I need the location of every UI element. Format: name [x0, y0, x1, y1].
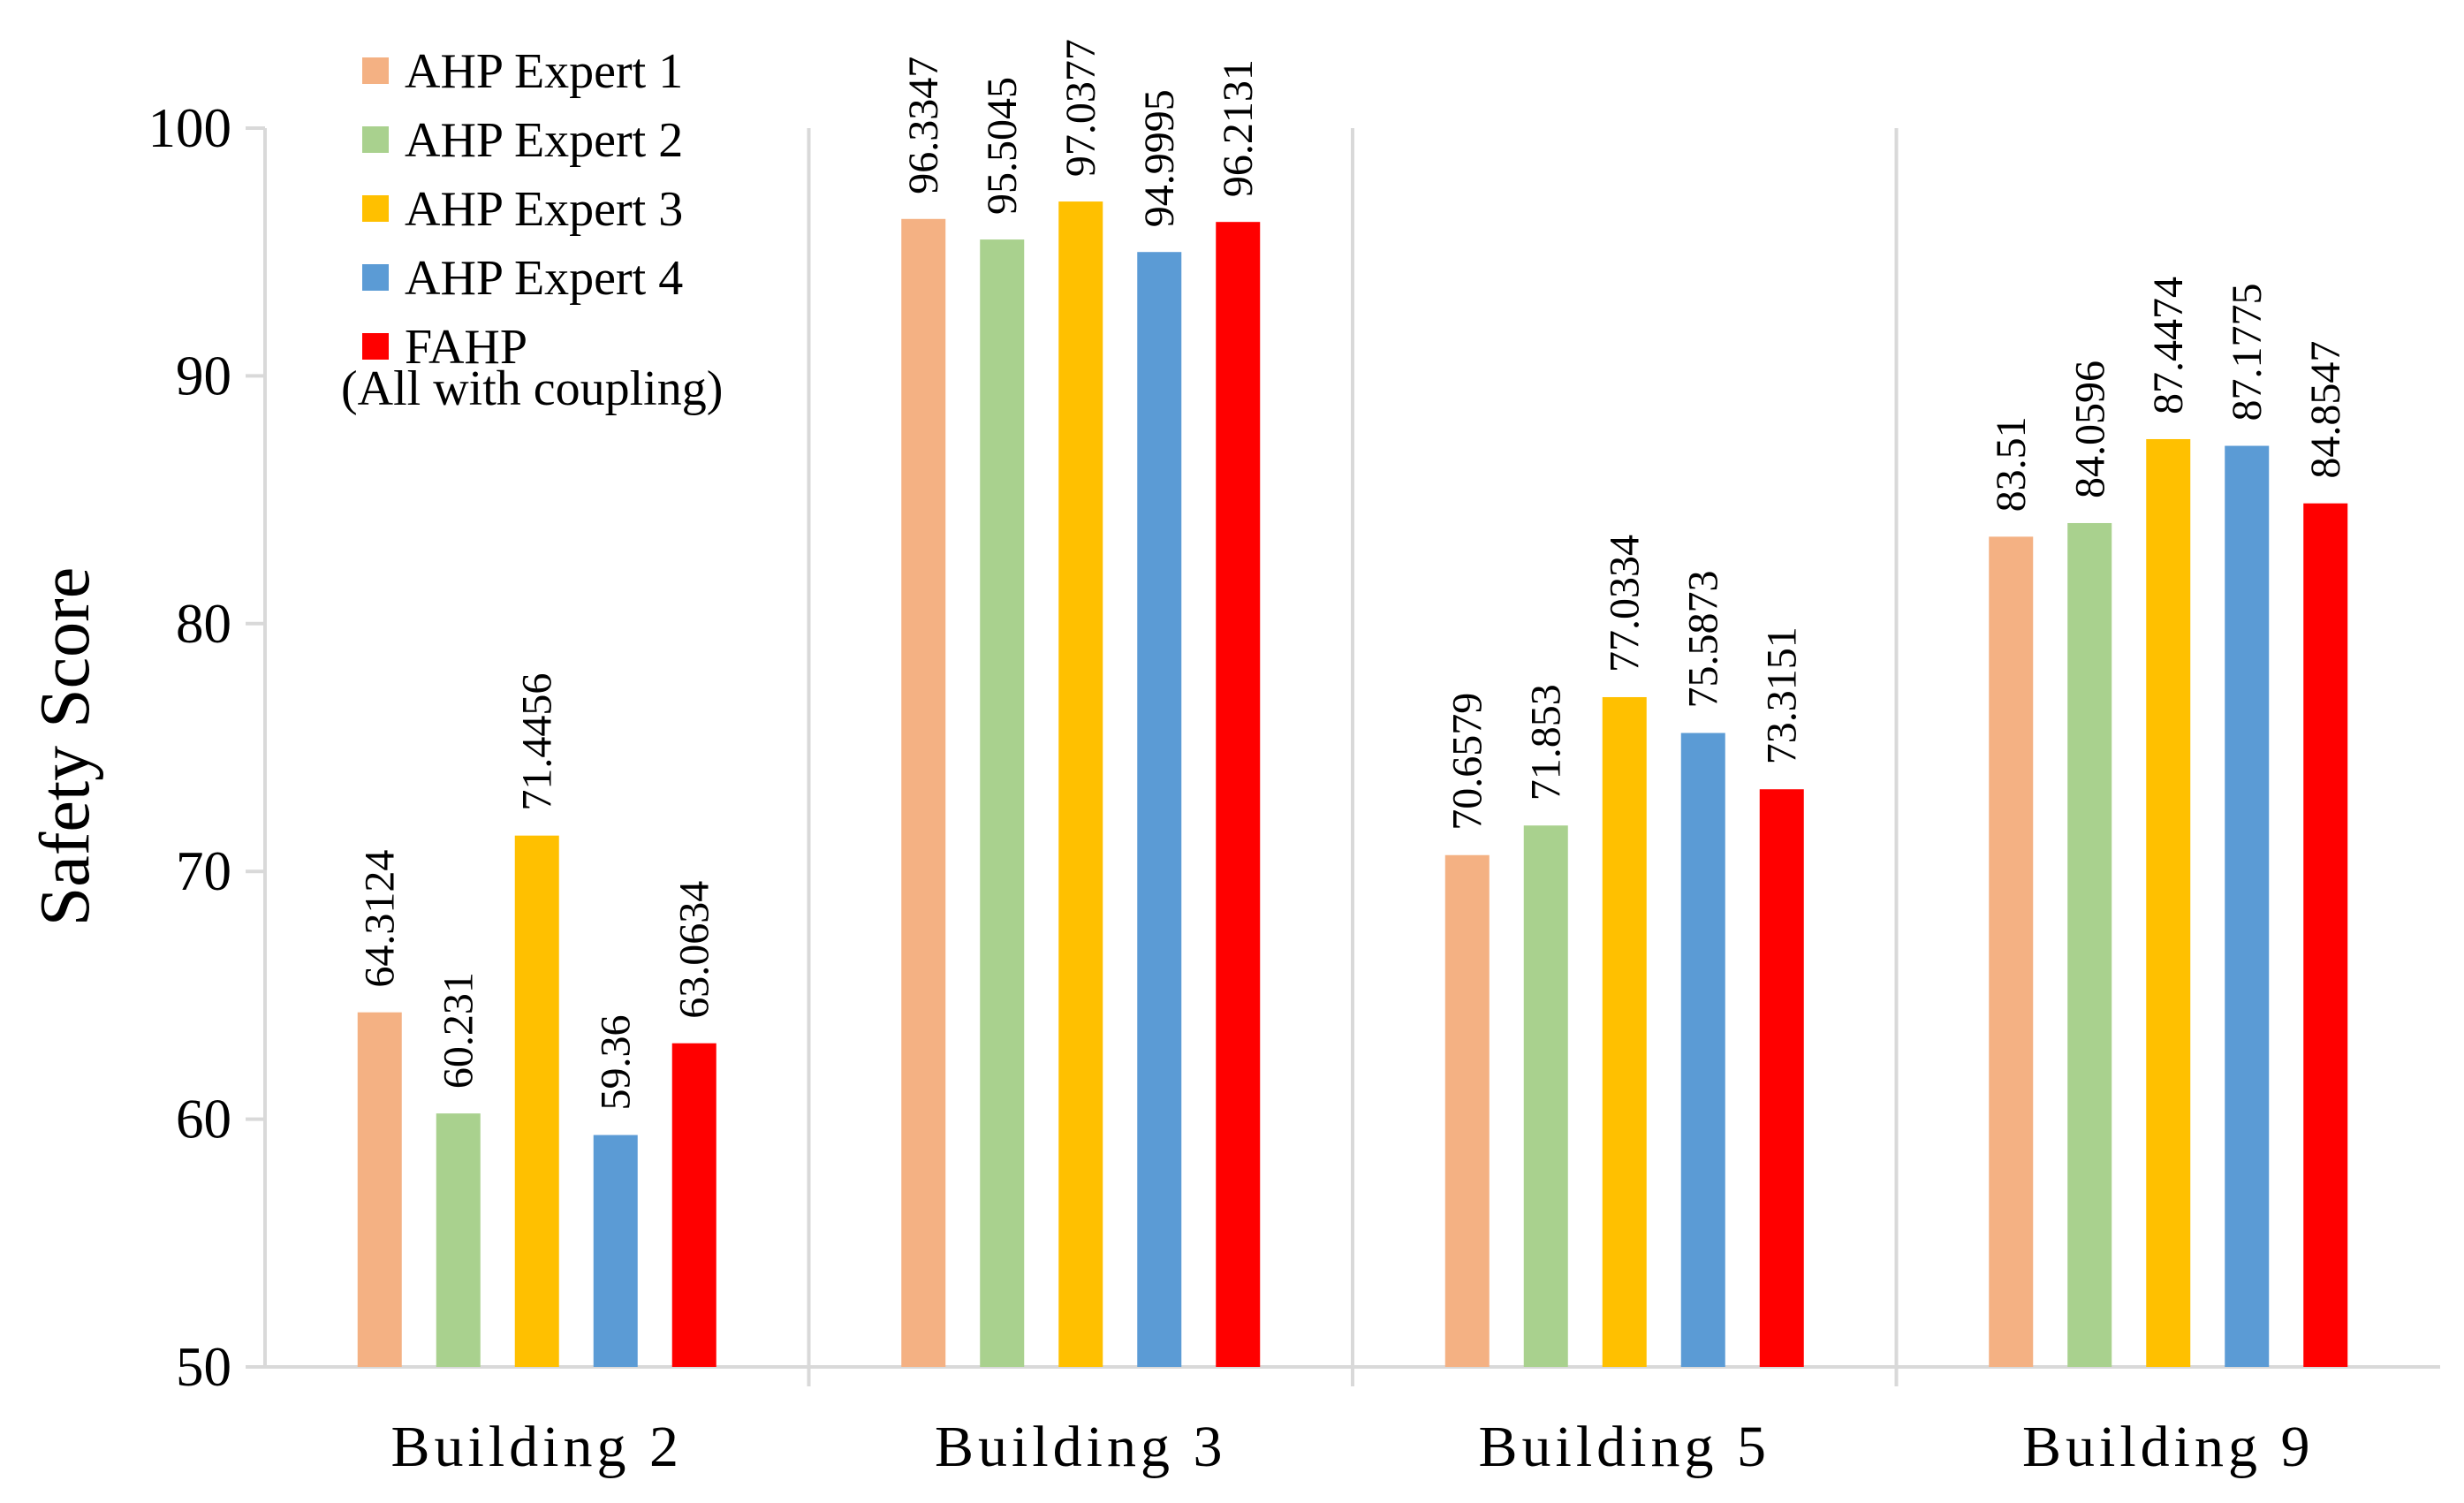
bar [1680, 733, 1725, 1367]
data-label: 87.1775 [2224, 284, 2271, 421]
x-category-label: Building 3 [935, 1415, 1227, 1479]
legend-label: AHP Expert 1 [405, 44, 683, 99]
axes: 50 60 70 80 90 100 Building 2 Building 3 Buildin… [148, 97, 2440, 1479]
legend-swatch [362, 264, 389, 291]
legend-swatch [362, 195, 389, 222]
legend-label: FAHP [405, 320, 527, 375]
legend-swatch [362, 126, 389, 153]
bar [2146, 438, 2191, 1368]
data-label: 73.3151 [1759, 626, 1806, 764]
x-category-label: Building 5 [1478, 1415, 1770, 1479]
y-tick-label: 70 [176, 840, 231, 902]
bar [1444, 854, 1490, 1367]
bar [2067, 522, 2112, 1367]
bars [357, 201, 2348, 1368]
y-tick-label: 60 [176, 1089, 231, 1150]
y-tick-label: 90 [176, 345, 231, 406]
bar [1058, 201, 1103, 1368]
bar [593, 1135, 638, 1367]
bar [1759, 789, 1804, 1367]
data-label: 95.5045 [979, 77, 1026, 215]
data-label: 87.4474 [2145, 277, 2192, 414]
bar [357, 1012, 402, 1367]
legend-label: AHP Expert 4 [405, 251, 683, 306]
y-tick-label: 80 [176, 593, 231, 655]
bar [1523, 825, 1568, 1367]
bar [671, 1043, 716, 1367]
data-label: 71.853 [1523, 684, 1570, 801]
bar [1137, 252, 1182, 1368]
legend-label: AHP Expert 3 [405, 182, 683, 237]
data-label: 77.0334 [1602, 535, 1649, 672]
bar [901, 218, 946, 1367]
bar [1989, 536, 2034, 1367]
bar [2303, 503, 2348, 1367]
data-label: 59.36 [593, 1015, 640, 1111]
data-label: 60.231 [436, 972, 482, 1089]
bar [1602, 696, 1647, 1367]
legend-note: (All with coupling) [341, 361, 723, 416]
x-category-label: Building 9 [2022, 1415, 2315, 1479]
data-labels: 64.3124 60.231 71.4456 59.36 63.0634 96.3347 9… [357, 39, 2350, 1110]
data-label: 84.8547 [2302, 341, 2349, 479]
data-label: 64.3124 [357, 850, 404, 988]
y-tick-label: 50 [176, 1336, 231, 1398]
data-label: 63.0634 [671, 881, 718, 1019]
legend: AHP Expert 1 AHP Expert 2 AHP Expert 3 AHP … [341, 44, 723, 416]
data-label: 96.3347 [900, 57, 947, 194]
legend-swatch [362, 57, 389, 84]
data-label: 75.5873 [1680, 571, 1727, 709]
legend-label: AHP Expert 2 [405, 113, 683, 168]
data-label: 83.51 [1988, 416, 2035, 512]
data-label: 71.4456 [514, 673, 561, 811]
bar [980, 239, 1025, 1367]
legend-swatch [362, 333, 389, 360]
data-label: 70.6579 [1444, 693, 1491, 831]
data-label: 96.2131 [1215, 59, 1262, 197]
data-label: 84.0596 [2066, 361, 2113, 498]
data-label: 94.9995 [1136, 89, 1183, 227]
bar [2225, 445, 2270, 1367]
y-tick-label: 100 [148, 97, 232, 159]
bar [1216, 222, 1261, 1367]
y-axis-label: Safety Score [27, 567, 104, 927]
x-category-label: Building 2 [390, 1415, 683, 1479]
data-label: 97.0377 [1058, 39, 1104, 177]
bar [514, 835, 559, 1367]
bar [436, 1113, 481, 1367]
